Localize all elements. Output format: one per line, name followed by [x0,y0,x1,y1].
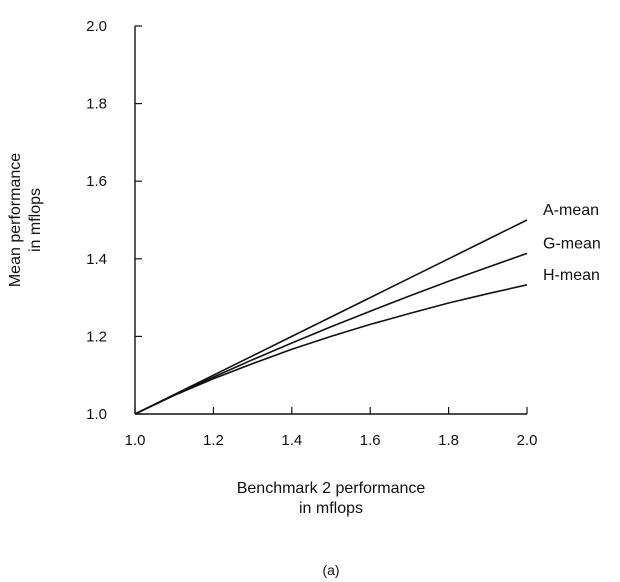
y-tick-label: 1.6 [86,173,107,190]
series-labels: A-mean G-mean H-mean [543,202,601,284]
axes [134,26,527,415]
x-tick-label: 1.4 [281,432,302,449]
series-line-a-mean [134,219,528,415]
y-tick-label: 1.0 [86,406,107,423]
x-axis-title-line-2: in mflops [299,500,363,517]
series-lines [134,219,528,415]
x-axis-title-line-1: Benchmark 2 performance [237,480,426,497]
series-label-a-mean: A-mean [543,202,599,219]
x-axis-title: Benchmark 2 performance in mflops [237,480,426,517]
series-line-h-mean [134,284,528,415]
x-tick-label: 1.6 [360,432,381,449]
y-tick-label: 1.4 [86,251,107,268]
series-label-h-mean: H-mean [543,267,600,284]
y-axis-title: Mean performance in mflops [7,153,44,287]
y-tick-label: 1.2 [86,328,107,345]
series-line-g-mean [134,252,528,415]
x-tick-label: 2.0 [517,432,538,449]
y-axis-title-line-1: Mean performance [7,153,24,287]
ticks: 1.0 1.2 1.4 1.6 1.8 2.0 1.0 1.2 1.4 1.6 1.8 2.0 [86,18,537,449]
figure-caption: (a) [322,562,339,578]
y-tick-label: 2.0 [86,18,107,35]
x-tick-label: 1.8 [438,432,459,449]
series-label-g-mean: G-mean [543,235,601,252]
y-tick-label: 1.8 [86,96,107,113]
y-axis-title-line-2: in mflops [27,188,44,252]
x-tick-label: 1.2 [203,432,224,449]
x-tick-label: 1.0 [125,432,146,449]
